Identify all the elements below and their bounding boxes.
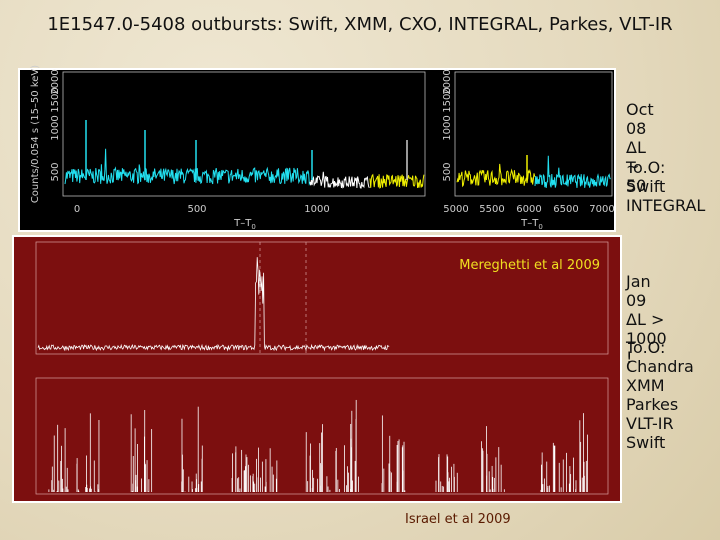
upper-curve — [37, 257, 390, 352]
x-tick-label: 0 — [74, 204, 80, 215]
light-curve — [64, 148, 311, 186]
y-tick-label: 500 — [442, 162, 453, 181]
x-tick-label: 500 — [187, 204, 206, 215]
note: To.O: Swift INTEGRAL — [626, 158, 705, 215]
y-tick-label: 500 — [50, 162, 61, 181]
y-tick-label: 1000 — [50, 115, 61, 140]
note: Jan 09 ΔL > 1000 ! — [626, 272, 667, 367]
note-line: Oct 08 — [626, 100, 654, 138]
x-axis-label: T–T0 — [520, 218, 543, 231]
y-tick-label: 1500 — [50, 87, 61, 112]
light-curves — [64, 120, 611, 189]
credit: Mereghetti et al 2009 — [459, 258, 600, 273]
note-line: To.O: — [626, 338, 666, 357]
x-axis-label-sub: 0 — [538, 223, 542, 231]
x-tick-label: 1000 — [304, 204, 329, 215]
note-line: Swift — [626, 433, 666, 452]
note-line: ΔL > 1000 ! — [626, 310, 667, 367]
y-tick-label: 2000 — [442, 69, 453, 94]
red-panel — [14, 237, 620, 501]
y-tick-label: 2000 — [50, 69, 61, 94]
left-plot-axes — [62, 71, 426, 197]
note-line: ΔL ~ 50 — [626, 138, 647, 195]
x-tick-label: 5000 — [443, 204, 468, 215]
light-curve — [309, 171, 370, 189]
x-tick-label: 5500 — [479, 204, 504, 215]
y-tick-label: 1000 — [442, 115, 453, 140]
note-line: Chandra — [626, 357, 694, 376]
note-line: INTEGRAL — [626, 196, 706, 215]
light-curve — [369, 173, 425, 189]
y-axis-label: Counts/0.054 s (15–50 keV) — [30, 65, 41, 203]
y-tick-label: 1500 — [442, 87, 453, 112]
light-curve — [534, 155, 611, 189]
note: To.O: Chandra XMM Parkes VLT-IR Swift — [626, 338, 694, 452]
note-line: Swift — [626, 177, 666, 196]
note: Oct 08 ΔL ~ 50 — [626, 100, 654, 195]
note-line: To.O: — [626, 158, 666, 177]
upper-plot-axes — [35, 241, 609, 355]
note-line: XMM — [626, 376, 665, 395]
slide-title: 1E1547.0-5408 outbursts: Swift, XMM, CXO… — [47, 14, 673, 35]
note-line: Jan 09 — [626, 272, 651, 310]
x-tick-label: 6500 — [553, 204, 578, 215]
x-axis-label-text: T–T — [233, 218, 252, 229]
note-line: Parkes — [626, 395, 679, 414]
lower-plot-axes — [35, 377, 609, 495]
credit: Israel et al 2009 — [405, 512, 511, 527]
x-axis-label-sub: 0 — [251, 223, 255, 231]
note-line: VLT-IR — [626, 414, 674, 433]
light-curve — [456, 163, 536, 188]
x-axis-label-text: T–T — [520, 218, 539, 229]
x-tick-label: 7000 — [589, 204, 614, 215]
x-tick-label: 6000 — [516, 204, 541, 215]
red-light-curves — [37, 257, 588, 492]
x-axis-label: T–T0 — [233, 218, 256, 231]
